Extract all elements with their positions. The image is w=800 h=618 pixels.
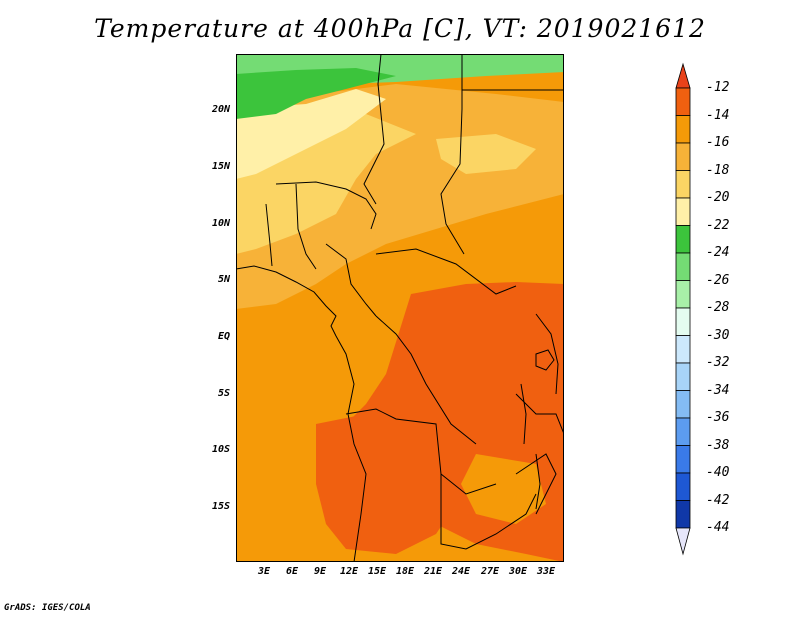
border-zambia-malawi bbox=[515, 453, 557, 515]
lon-tick-label: 9E bbox=[313, 566, 327, 577]
map-frame bbox=[236, 54, 564, 562]
chart-title: Temperature at 400hPa [C], VT: 201902161… bbox=[94, 14, 706, 43]
colorbar-top-arrow bbox=[675, 62, 691, 89]
political-borders bbox=[236, 54, 564, 562]
lat-tick-label: 15N bbox=[211, 161, 230, 172]
lat-tick-label: 15S bbox=[211, 501, 230, 512]
lake-victoria bbox=[535, 349, 555, 371]
colorbar-segment bbox=[675, 335, 691, 364]
colorbar-segment bbox=[675, 115, 691, 144]
colorbar-tick-label: -26 bbox=[706, 272, 730, 288]
border-uganda-kenya bbox=[535, 313, 559, 395]
colorbar-segment bbox=[675, 445, 691, 474]
field-orange-dark-south bbox=[316, 414, 456, 554]
colorbar-tick-label: -24 bbox=[706, 245, 730, 260]
colorbar-segment bbox=[675, 307, 691, 336]
lat-tick-label: 10S bbox=[211, 444, 230, 455]
colorbar: -12 -14 -16 -18 -20 -22 -24 -26 -28 -30 -32 -34 -36 -… bbox=[672, 60, 792, 560]
colorbar-tick-label: -32 bbox=[706, 355, 730, 370]
grads-credit: GrADS: IGES/COLA bbox=[4, 603, 91, 613]
border-libya-egypt bbox=[363, 54, 385, 205]
temperature-map bbox=[236, 54, 564, 562]
colorbar-segment bbox=[675, 197, 691, 226]
colorbar-tick-label: -38 bbox=[706, 437, 730, 453]
colorbar-segment bbox=[675, 417, 691, 446]
border-sudan-chad bbox=[440, 54, 465, 255]
border-drc-angola bbox=[345, 408, 497, 495]
coastline-west-africa bbox=[236, 265, 367, 562]
lat-tick-label: EQ bbox=[217, 331, 230, 342]
colorbar-segment bbox=[675, 87, 691, 116]
lon-tick-label: 3E bbox=[257, 566, 271, 577]
colorbar-tick-label: -12 bbox=[706, 80, 730, 95]
lon-tick-label: 27E bbox=[480, 566, 500, 577]
colorbar-tick-label: -22 bbox=[706, 217, 730, 233]
lon-tick-label: 30E bbox=[508, 566, 528, 577]
colorbar-segment bbox=[675, 362, 691, 391]
border-niger-nigeria bbox=[275, 181, 377, 230]
map-panel bbox=[236, 54, 564, 562]
lon-tick-label: 18E bbox=[395, 566, 415, 577]
border-benin-togo bbox=[265, 203, 273, 267]
border-angola-zambia bbox=[440, 474, 537, 550]
colorbar-tick-label: -16 bbox=[706, 135, 730, 150]
colorbar-segment bbox=[675, 472, 691, 501]
lon-tick-label: 24E bbox=[451, 566, 471, 577]
colorbar-tick-label: -36 bbox=[706, 410, 730, 425]
border-cameroon bbox=[325, 243, 377, 317]
colorbar-tick-label: -28 bbox=[706, 300, 730, 315]
border-nigeria-cameroon bbox=[295, 183, 317, 270]
lon-tick-label: 33E bbox=[536, 566, 556, 577]
lon-tick-label: 12E bbox=[339, 566, 359, 577]
border-tanzania bbox=[515, 393, 564, 435]
colorbar-tick-label: -30 bbox=[706, 327, 730, 343]
lon-tick-label: 21E bbox=[423, 566, 443, 577]
colorbar-bottom-arrow bbox=[675, 527, 691, 556]
lon-tick-label: 15E bbox=[367, 566, 387, 577]
border-congo bbox=[375, 315, 477, 445]
colorbar-segment bbox=[675, 225, 691, 254]
colorbar-segment bbox=[675, 500, 691, 529]
field-orange-patch-south bbox=[461, 454, 546, 524]
lat-tick-label: 20N bbox=[211, 104, 230, 115]
colorbar-segment bbox=[675, 170, 691, 199]
colorbar-segment bbox=[675, 280, 691, 309]
colorbar-tick-label: -20 bbox=[706, 190, 730, 205]
colorbar-tick-label: -34 bbox=[706, 382, 730, 398]
lat-tick-label: 5N bbox=[217, 274, 230, 285]
colorbar-segment bbox=[675, 142, 691, 171]
colorbar-graphic bbox=[675, 62, 691, 556]
colorbar-tick-label: -44 bbox=[706, 520, 730, 535]
lon-tick-label: 6E bbox=[285, 566, 299, 577]
colorbar-tick-label: -14 bbox=[706, 107, 730, 123]
lat-tick-label: 5S bbox=[217, 388, 230, 399]
colorbar-tick-label: -40 bbox=[706, 465, 730, 480]
colorbar-segment bbox=[675, 390, 691, 419]
colorbar-tick-label: -18 bbox=[706, 162, 730, 178]
lat-tick-label: 10N bbox=[211, 218, 230, 229]
lake-malawi bbox=[535, 453, 541, 510]
colorbar-tick-label: -42 bbox=[706, 492, 730, 508]
field-green-dark bbox=[236, 68, 396, 119]
lake-tanganyika bbox=[520, 383, 527, 445]
colorbar-segment bbox=[675, 252, 691, 281]
border-car bbox=[375, 248, 517, 295]
